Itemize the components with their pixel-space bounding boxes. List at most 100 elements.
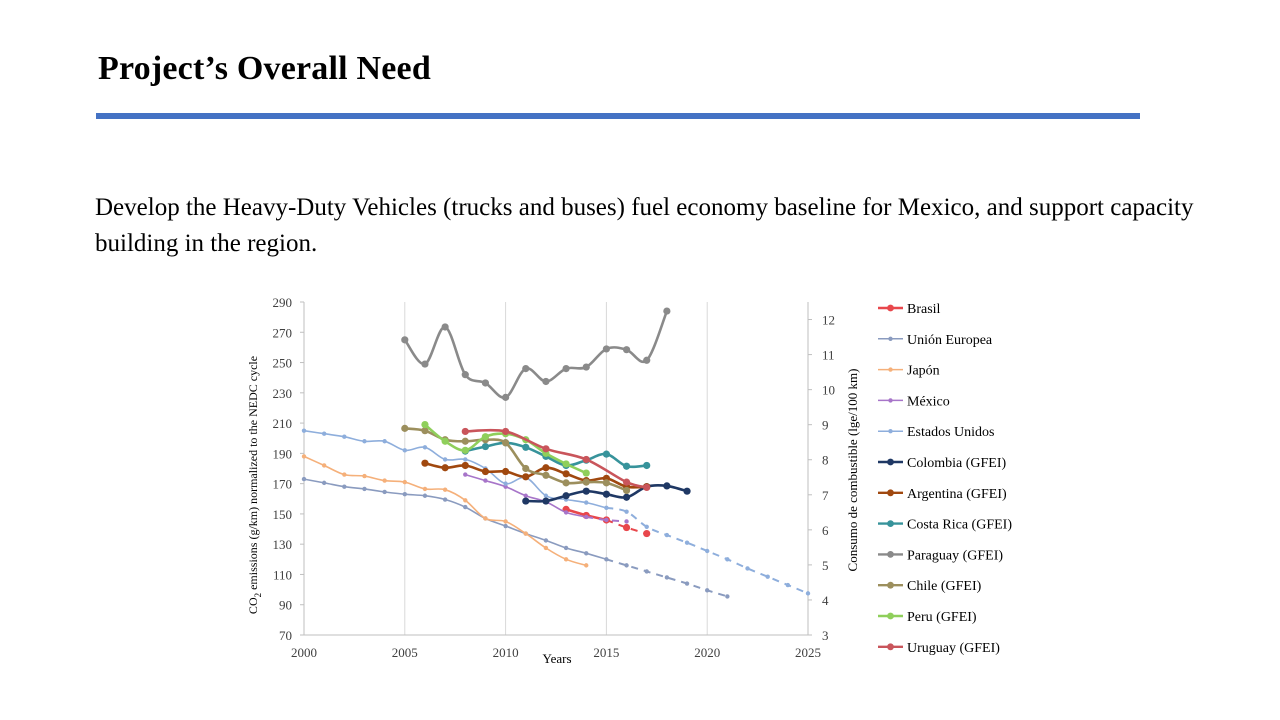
y-tick-label: 110 [273,567,292,582]
legend-label: Argentina (GFEI) [907,487,1007,502]
data-point [321,480,327,486]
x-tick-label: 2020 [694,645,720,660]
y-tick-label: 290 [273,295,293,310]
data-point [502,467,510,476]
data-point [604,517,609,523]
legend-label: México [907,394,950,409]
legend-label: Chile (GFEI) [907,579,982,594]
chart-axes: 70 90 110 130 150 170 190 210 230 250 270 290 3 4 5 6 7 8… [273,295,836,660]
data-point [382,489,387,495]
data-point [301,476,307,482]
data-point [562,479,570,487]
data-point [321,463,327,468]
data-point [362,486,367,492]
x-tick-label: 2025 [795,645,821,660]
data-point [563,545,569,551]
data-point [725,594,730,599]
series-line-costa-rica-gfei [464,441,647,469]
data-point [421,427,429,435]
data-point [622,493,631,501]
body-paragraph: Develop the Heavy-Duty Vehicles (trucks … [95,194,1194,257]
data-point [522,497,530,505]
data-point [664,575,670,580]
y2-tick-label: 4 [822,593,829,608]
title-underline [96,113,1140,119]
legend-entry-brasil: Brasil [878,302,941,317]
data-point [543,545,549,551]
legend-entry-estados-unidos: Estados Unidos [878,425,995,440]
data-point [604,557,609,562]
legend-entry-peru-gfei: Peru (GFEI) [878,610,977,625]
series-costa-rica-gfei [461,439,651,470]
data-point [481,433,490,441]
y2-tick-label: 8 [822,453,829,468]
x-tick-label: 2005 [392,645,418,660]
legend-label: Brasil [907,302,941,317]
legend-swatch-marker [887,612,894,620]
legend-label: Estados Unidos [907,425,995,440]
data-point [725,557,730,562]
data-point [563,557,569,562]
data-point [523,493,528,498]
data-point [483,478,488,483]
data-point [342,472,347,477]
data-point [321,431,327,436]
legend-swatch-marker [888,336,893,341]
data-point [502,427,510,436]
data-point [503,523,508,529]
data-point [401,336,409,344]
y-tick-label: 250 [273,356,293,371]
data-point [442,457,448,462]
data-point [442,497,448,502]
data-point [301,454,307,459]
data-point [463,472,468,477]
y-tick-label: 230 [273,386,293,401]
data-point [382,439,387,444]
data-point [604,505,609,511]
y2-tick-label: 6 [822,523,829,538]
data-point [441,437,449,445]
data-point [643,461,651,470]
legend-label: Japón [907,364,940,379]
data-point [461,371,469,379]
legend-label: Unión Europea [907,333,993,348]
data-point [624,563,629,568]
data-point [562,460,570,468]
data-point [461,427,469,436]
series-line-union-europea [303,478,607,561]
data-point [663,307,671,315]
legend-entry-mexico: México [878,394,950,409]
data-point [481,442,490,451]
data-point [542,377,550,386]
y-axis-label: CO2 emissions (g/km) normalized to the N… [246,356,263,614]
data-point [342,484,347,489]
legend-label: Peru (GFEI) [907,610,977,625]
data-point [421,421,429,429]
data-point [301,428,307,433]
data-point [622,346,631,354]
data-point [562,492,570,500]
legend-label: Uruguay (GFEI) [907,641,1000,656]
data-point [522,443,530,451]
data-point [382,478,387,483]
legend-entry-japon: Japón [878,364,940,379]
data-point [624,519,629,524]
data-point [643,529,651,538]
data-point [362,473,367,479]
data-point [562,365,570,373]
data-point [643,483,651,492]
x-axis-label: Years [542,651,571,666]
legend-swatch-marker [887,458,894,466]
data-point [503,519,508,524]
slide-title: Project’s Overall Need [98,50,431,87]
series-colombia-gfei [522,482,691,505]
y-tick-label: 130 [273,537,293,552]
y2-tick-label: 12 [822,313,835,328]
data-point [543,538,549,543]
data-point [481,379,490,387]
data-point [602,479,611,487]
data-point [402,479,407,485]
data-point [543,493,549,498]
data-point [684,540,690,545]
